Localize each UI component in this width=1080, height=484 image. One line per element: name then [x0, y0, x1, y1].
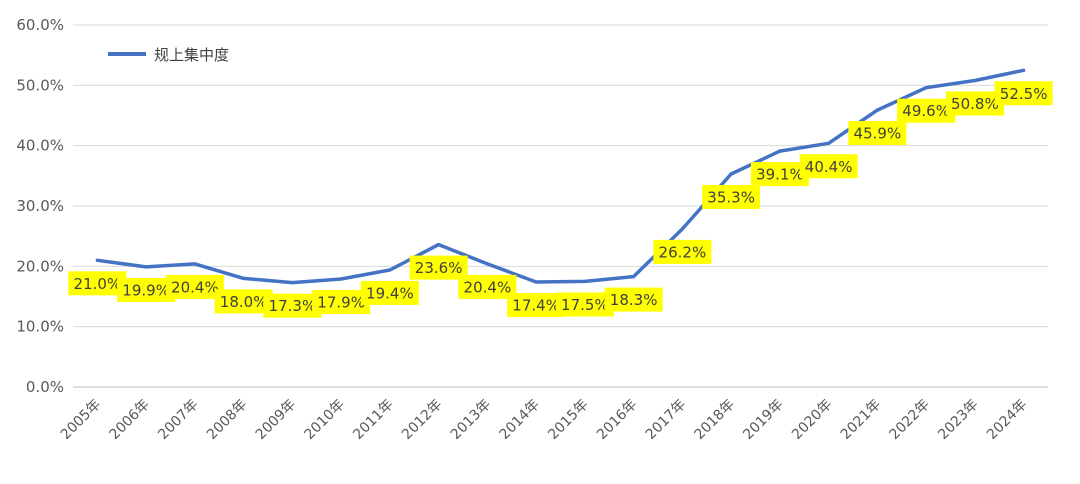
data-label-text: 52.5%	[1000, 85, 1048, 103]
data-label-highlight	[117, 277, 176, 302]
data-label-text: 17.5%	[561, 296, 609, 314]
data-label-text: 26.2%	[659, 243, 707, 261]
data-label-highlight	[555, 292, 614, 317]
data-label-text: 18.0%	[220, 293, 268, 311]
data-label-highlight	[360, 280, 419, 305]
x-tick-label: 2007年	[155, 397, 201, 443]
data-label-highlight	[507, 293, 566, 318]
data-label: 52.5%	[994, 81, 1053, 106]
data-label-highlight	[994, 81, 1053, 106]
data-label: 21.0%	[68, 271, 127, 296]
x-tick-label: 2021年	[838, 397, 884, 443]
data-label-text: 49.6%	[902, 102, 950, 120]
x-tick-label: 2011年	[350, 397, 396, 443]
data-label-text: 19.9%	[122, 281, 170, 299]
data-label: 40.4%	[799, 154, 858, 179]
x-tick-label: 2014年	[497, 397, 543, 443]
x-tick-label: 2017年	[643, 397, 689, 443]
y-tick-label: 0.0%	[26, 378, 64, 396]
data-label: 26.2%	[653, 239, 712, 264]
y-tick-label: 20.0%	[16, 257, 64, 275]
data-label-text: 18.3%	[610, 291, 658, 309]
data-label-text: 39.1%	[756, 166, 804, 184]
data-label-highlight	[458, 274, 517, 299]
data-label-highlight	[653, 239, 712, 264]
data-label-text: 21.0%	[74, 275, 122, 293]
data-label: 19.4%	[360, 280, 419, 305]
x-tick-label: 2006年	[107, 397, 153, 443]
x-tick-label: 2023年	[935, 397, 981, 443]
data-label: 17.5%	[555, 292, 614, 317]
x-tick-label: 2005年	[58, 397, 104, 443]
data-label-text: 19.4%	[366, 284, 414, 302]
x-tick-label: 2018年	[692, 397, 738, 443]
data-label: 39.1%	[750, 162, 809, 187]
data-label: 20.4%	[165, 274, 224, 299]
data-label: 19.9%	[117, 277, 176, 302]
y-tick-label: 30.0%	[16, 197, 64, 215]
gridlines	[73, 24, 1048, 388]
data-label-text: 20.4%	[171, 278, 219, 296]
y-tick-label: 10.0%	[16, 318, 64, 336]
data-label: 49.6%	[897, 98, 956, 123]
data-label-highlight	[945, 91, 1004, 116]
data-label: 17.3%	[263, 293, 322, 318]
data-label-highlight	[750, 162, 809, 187]
data-label-highlight	[848, 121, 907, 146]
data-label: 17.4%	[507, 293, 566, 318]
y-axis-ticks: 0.0% 10.0% 20.0% 30.0% 40.0% 50.0% 60.0%	[16, 16, 64, 396]
series-line	[95, 68, 1026, 285]
data-label: 23.6%	[409, 255, 468, 280]
x-tick-label: 2008年	[204, 397, 250, 443]
x-axis-ticks: 2005年 2006年 2007年 2008年 2009年 2010年 2011年 2012年…	[58, 397, 1031, 443]
data-label: 50.8%	[945, 91, 1004, 116]
x-tick-label: 2019年	[740, 397, 786, 443]
legend: 规上集中度	[108, 46, 229, 64]
x-tick-label: 2010年	[302, 397, 348, 443]
y-tick-label: 60.0%	[16, 16, 64, 34]
data-label: 35.3%	[702, 185, 761, 210]
x-tick-label: 2013年	[448, 397, 494, 443]
data-label-text: 23.6%	[415, 259, 463, 277]
data-label: 18.3%	[604, 287, 663, 312]
data-label-highlight	[702, 185, 761, 210]
x-tick-label: 2024年	[984, 397, 1030, 443]
data-label-highlight	[312, 290, 371, 315]
data-label-highlight	[165, 274, 224, 299]
y-tick-label: 40.0%	[16, 137, 64, 155]
data-label-text: 17.4%	[512, 297, 560, 315]
data-label-highlight	[68, 271, 127, 296]
data-label-highlight	[263, 293, 322, 318]
data-labels: 21.0% 19.9% 20.4%18.0% 17.3% 17.9%19.4%23.6%…	[68, 81, 1053, 318]
x-tick-label: 2016年	[594, 397, 640, 443]
data-label-text: 17.3%	[269, 297, 317, 315]
x-tick-label: 2015年	[545, 397, 591, 443]
x-tick-label: 2020年	[789, 397, 835, 443]
data-label: 20.4%	[458, 274, 517, 299]
x-tick-label: 2022年	[887, 397, 933, 443]
data-label: 18.0%	[214, 289, 273, 314]
series-layer	[95, 68, 1026, 285]
x-tick-label: 2009年	[253, 397, 299, 443]
x-tick-label: 2012年	[399, 397, 445, 443]
data-label-highlight	[604, 287, 663, 312]
data-label-highlight	[897, 98, 956, 123]
data-label-text: 50.8%	[951, 95, 999, 113]
data-label-highlight	[409, 255, 468, 280]
data-label-highlight	[799, 154, 858, 179]
data-label-text: 17.9%	[317, 294, 365, 312]
data-label: 17.9%	[312, 290, 371, 315]
y-tick-label: 50.0%	[16, 76, 64, 94]
data-label-text: 35.3%	[707, 189, 755, 207]
data-label: 45.9%	[848, 121, 907, 146]
data-label-text: 40.4%	[805, 158, 853, 176]
data-label-text: 45.9%	[854, 125, 902, 143]
legend-label: 规上集中度	[154, 46, 229, 64]
data-label-text: 20.4%	[464, 278, 512, 296]
data-label-highlight	[214, 289, 273, 314]
